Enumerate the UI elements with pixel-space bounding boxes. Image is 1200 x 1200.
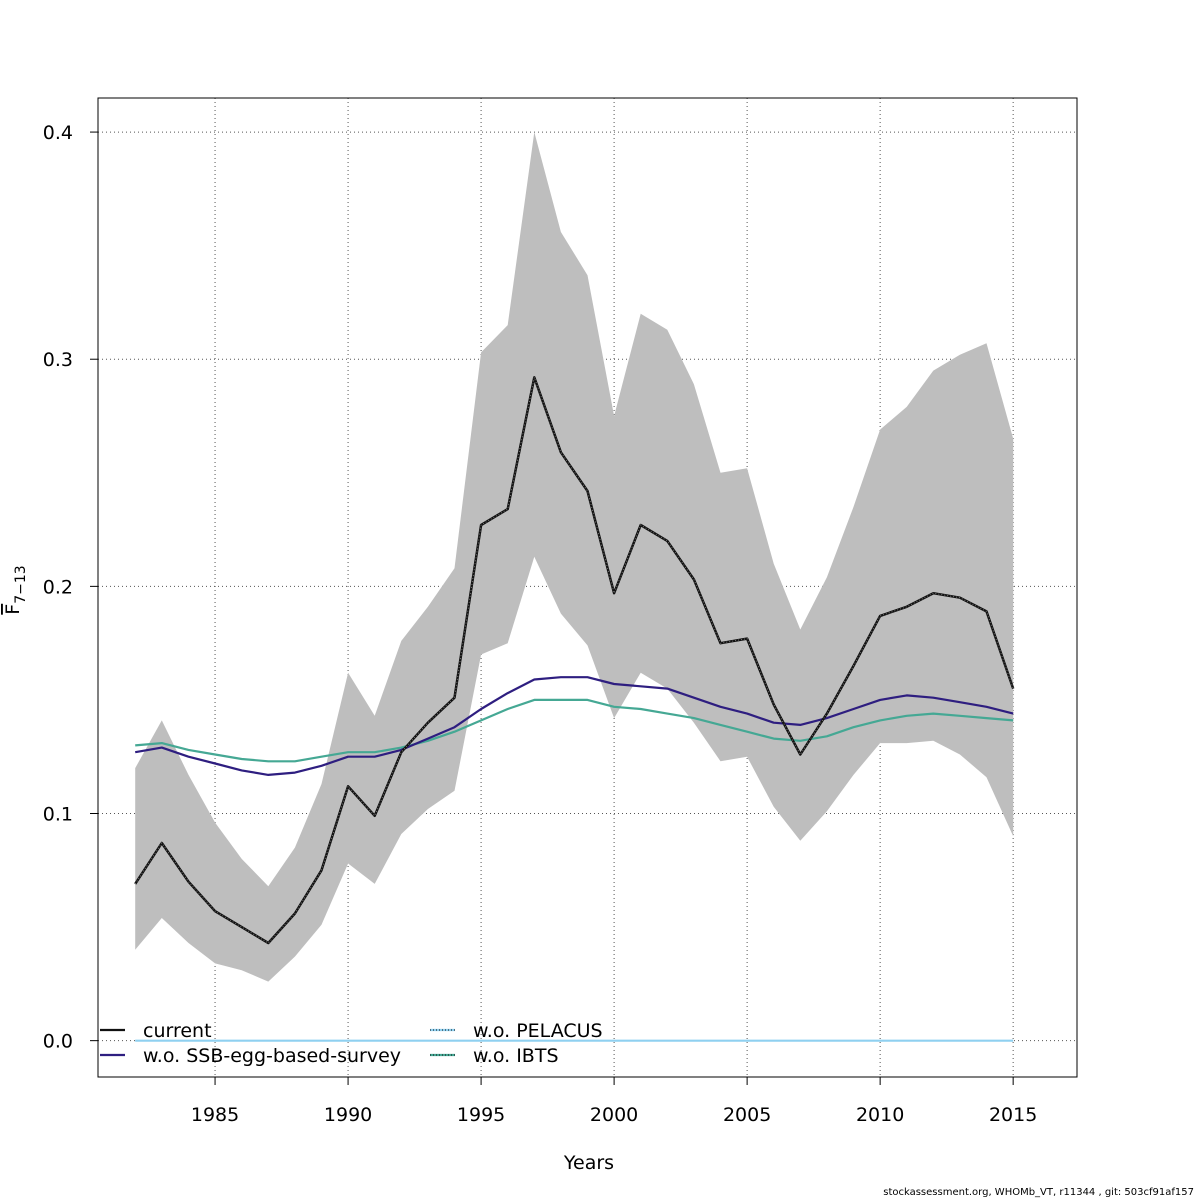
series-line-current: [134, 376, 1015, 945]
x-tick-label: 2010: [856, 1104, 904, 1126]
x-tick-label: 2000: [590, 1104, 638, 1126]
y-axis-label-main: F: [2, 604, 24, 615]
confidence-band-area: [135, 132, 1014, 982]
plot-frame: [97, 97, 1078, 1078]
x-tick-label: 1990: [324, 1104, 372, 1126]
y-tick-label: 0.4: [43, 122, 73, 144]
x-tick-label: 2005: [723, 1104, 771, 1126]
x-axis-label: Years: [563, 1152, 614, 1174]
y-tick-label: 0.2: [43, 576, 73, 598]
x-tick-label: 1985: [191, 1104, 239, 1126]
legend-label: w.o. PELACUS: [473, 1020, 603, 1042]
x-tick-label: 1995: [457, 1104, 505, 1126]
series-line-ibts: [135, 698, 1014, 763]
y-tick-label: 0.0: [43, 1031, 73, 1053]
legend-label: w.o. IBTS: [473, 1045, 559, 1067]
y-axis: 0.0 0.1 0.2 0.3 0.4: [43, 122, 98, 1053]
svg-text:F7−13: F7−13: [2, 565, 29, 614]
x-axis: 1985 1990 1995 2000 2005 2010 2015: [191, 1077, 1037, 1126]
confidence-band: [135, 132, 1014, 982]
y-tick-label: 0.1: [43, 804, 73, 826]
series-line-ssb-egg: [135, 676, 1014, 777]
legend-label: current: [143, 1020, 212, 1042]
y-axis-label-sub: 7−13: [13, 565, 29, 603]
y-axis-label: F7−13: [2, 565, 29, 614]
x-tick-label: 2015: [989, 1104, 1037, 1126]
footer-credit: stockassessment.org, WHOMb_VT, r11344 , …: [883, 1187, 1194, 1198]
series-lines: [134, 375, 1015, 1042]
legend: current w.o. SSB-egg-based-survey w.o. PEL…: [100, 1020, 603, 1067]
legend-label: w.o. SSB-egg-based-survey: [143, 1045, 401, 1067]
y-tick-label: 0.3: [43, 349, 73, 371]
